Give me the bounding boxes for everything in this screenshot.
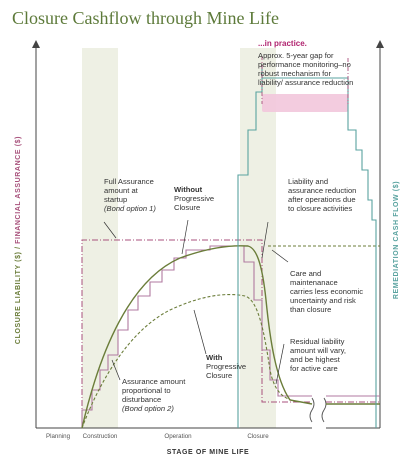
full-assurance-note: Full Assurance amount at startup (Bond o… [104, 177, 156, 213]
residual-liability-note: Residual liability amount will vary, and… [290, 337, 348, 373]
with-line: Progressive [206, 362, 246, 371]
care-line: carries less economic [290, 287, 363, 296]
leader-full-assurance [103, 221, 117, 239]
care-maintenance-note: Care and maintenanace carries less econo… [290, 269, 365, 314]
care-line: uncertainty and risk [290, 296, 356, 305]
leader-lines [103, 219, 289, 385]
stepped-assurance-line [81, 245, 380, 428]
residual-line: for active care [290, 364, 338, 373]
in-practice-note: Approx. 5-year gap for performance monit… [258, 51, 353, 87]
assurance-line: Assurance amount [122, 377, 186, 386]
liability-reduction-line: after operations due [288, 195, 356, 204]
without-bold: Without [174, 185, 203, 194]
bond-option-2: (Bond option 2) [122, 404, 174, 413]
residual-line: Residual liability [290, 337, 345, 346]
full-assurance-line: Full Assurance [104, 177, 154, 186]
assurance-line: disturbance [122, 395, 161, 404]
without-line: Progressive [174, 194, 214, 203]
liability-reduction-line: Liability and [288, 177, 328, 186]
diagram-title: Closure Cashflow through Mine Life [12, 8, 279, 28]
liability-reduction-note: Liability and assurance reduction after … [288, 177, 359, 213]
monitoring-gap-bracket [261, 56, 349, 104]
assurance-line: proportional to [122, 386, 171, 395]
liability-reduction-line: assurance reduction [288, 186, 356, 195]
phase-label-operation: Operation [164, 433, 192, 440]
without-progressive-closure-note: Without Progressive Closure [174, 185, 216, 212]
care-line: Care and [290, 269, 321, 278]
x-axis-label: STAGE OF MINE LIFE [167, 449, 250, 456]
left-axis-arrow [32, 40, 40, 48]
with-progressive-closure-note: With Progressive Closure [206, 353, 248, 380]
bond-option-1: (Bond option 1) [104, 204, 156, 213]
care-line: maintenanace [290, 278, 338, 287]
in-practice-line: performance monitoring–no [258, 60, 351, 69]
y-axis-label-right: REMEDIATION CASH FLOW ($) [393, 181, 400, 299]
leader-with [193, 309, 207, 355]
monitoring-gap-highlight [262, 94, 348, 112]
with-bold: With [206, 353, 223, 362]
y-axis-label-left: CLOSURE LIABILITY ($) / FINANCIAL ASSURA… [15, 136, 22, 344]
without-line: Closure [174, 203, 200, 212]
in-practice-line: robust mechanism for [258, 69, 331, 78]
leader-without [181, 219, 189, 255]
full-assurance-line [81, 239, 380, 428]
phase-label-closure: Closure [247, 433, 269, 440]
leader-assurance-amount [111, 359, 121, 381]
with-line: Closure [206, 371, 232, 380]
y-axis-label-liability: CLOSURE LIABILITY ($) / [15, 244, 22, 344]
in-practice-line: liability/ assurance reduction [258, 78, 353, 87]
axis-break-mark [309, 397, 327, 423]
full-assurance-line: amount at [104, 186, 139, 195]
right-axis-arrow [376, 40, 384, 48]
residual-line: and be highest [290, 355, 341, 364]
assurance-proportional-note: Assurance amount proportional to disturb… [122, 377, 187, 413]
leader-liability-reduction [261, 221, 269, 259]
axis-break-gap [312, 396, 326, 432]
phase-label-planning: Planning [46, 433, 71, 440]
leader-residual [275, 343, 285, 385]
care-line: than closure [290, 305, 331, 314]
without-progressive-closure-curve [81, 245, 380, 429]
liability-reduction-line: to closure activities [288, 204, 352, 213]
full-assurance-line: startup [104, 195, 127, 204]
in-practice-line: Approx. 5-year gap for [258, 51, 334, 60]
residual-line: amount will vary, [290, 346, 346, 355]
phase-label-construction: Construction [83, 433, 118, 440]
in-practice-title: ...in practice. [258, 39, 307, 48]
leader-care [271, 249, 289, 263]
y-axis-label-assurance: FINANCIAL ASSURANCE ($) [15, 136, 22, 244]
